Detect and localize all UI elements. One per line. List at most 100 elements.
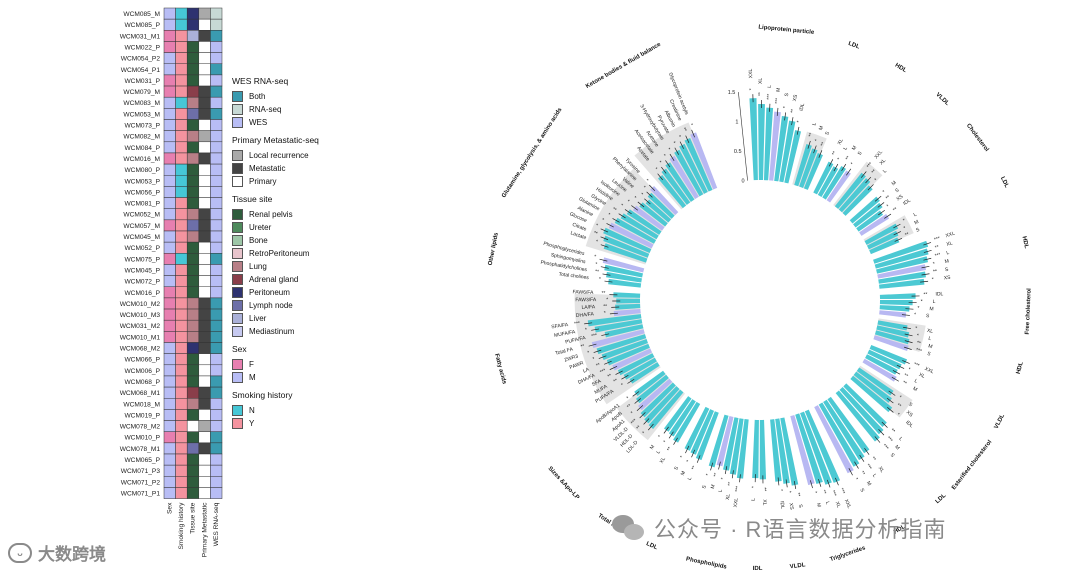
heatmap-cell — [186, 264, 200, 276]
heatmap-cell — [198, 7, 211, 20]
bar-label: M — [680, 470, 687, 476]
heatmap-cell — [163, 464, 176, 477]
sig-label: * — [592, 356, 596, 362]
bar-label: IDL — [799, 103, 807, 112]
error-bar — [600, 228, 609, 233]
row-label: WCM054_P1 — [121, 67, 161, 74]
sig-label: ** — [903, 372, 909, 379]
sig-label: * — [850, 162, 856, 167]
sig-label: * — [836, 157, 842, 162]
legend-label: F — [249, 360, 254, 369]
sig-label: ** — [713, 472, 720, 477]
bar-label: XL — [946, 240, 954, 248]
legend-swatch — [232, 300, 243, 311]
heatmap-cell — [163, 386, 176, 399]
sig-label: ** — [761, 487, 767, 491]
error-bar — [848, 468, 853, 476]
bar-label: XXL — [748, 68, 754, 78]
heatmap-cell — [210, 130, 223, 143]
error-bar — [921, 265, 930, 269]
sig-label: ** — [795, 492, 802, 497]
bar-label: XL — [918, 372, 926, 380]
bar — [838, 178, 871, 213]
heatmap-cell — [186, 297, 200, 310]
heatmap-cell — [175, 342, 188, 354]
row-label: WCM066_P — [124, 357, 160, 364]
legend-swatch — [232, 261, 243, 272]
bar-label: L — [687, 476, 694, 481]
sig-label: * — [749, 88, 755, 90]
heatmap-cell — [198, 264, 211, 276]
heatmap-cell — [186, 163, 200, 176]
bar — [635, 374, 669, 404]
bar — [867, 349, 902, 370]
bar — [591, 329, 645, 349]
bar — [794, 144, 812, 187]
legend-swatch — [232, 222, 243, 233]
legend-label: Adrenal gland — [249, 275, 299, 284]
heatmap-cell — [175, 52, 188, 64]
heatmap-cell — [175, 74, 188, 87]
legend-group: WES RNA-seq Both RNA-seq WES — [232, 76, 432, 129]
bar — [669, 155, 699, 199]
heatmap-cell — [175, 386, 188, 399]
error-bar — [893, 223, 901, 229]
sig-label: *** — [881, 443, 889, 451]
sig-label: ** — [613, 378, 619, 385]
group-label: HDL — [894, 63, 908, 75]
bar — [612, 348, 653, 371]
bar — [877, 264, 926, 279]
bar — [629, 362, 660, 384]
heatmap-cell — [163, 453, 176, 466]
heatmap-cell — [163, 353, 176, 366]
legend-item: Peritoneum — [232, 286, 432, 299]
heatmap-cell — [163, 175, 176, 187]
bar-label: XXL — [873, 149, 884, 160]
error-bar — [796, 126, 800, 135]
bar — [613, 292, 641, 298]
row-label: WCM085_P — [124, 22, 160, 29]
bar-label: XL — [834, 501, 842, 509]
error-bar — [886, 397, 894, 404]
bar-label: XS — [792, 94, 799, 102]
sig-label: * — [619, 203, 624, 209]
heatmap-cell — [163, 286, 176, 299]
heatmap-cell — [210, 286, 223, 299]
legend-item: N — [232, 404, 432, 417]
sig-label: *** — [591, 333, 598, 340]
heatmap-cell — [210, 96, 223, 109]
heatmap-cell — [186, 386, 200, 399]
heatmap-cell — [163, 476, 176, 488]
sig-label: * — [705, 473, 711, 477]
bar — [827, 396, 870, 454]
bar — [620, 213, 659, 240]
sig-label: * — [652, 167, 658, 172]
group-label: Fatty acids — [493, 353, 507, 385]
bar-label: L — [933, 299, 936, 305]
group-label: VLDL — [790, 562, 807, 570]
heatmap-cell — [198, 464, 211, 477]
legend-swatch — [232, 209, 243, 220]
heatmap-cell — [210, 431, 223, 444]
sig-label: ** — [611, 206, 617, 213]
bar-label: M — [929, 306, 934, 312]
sig-label: * — [593, 254, 596, 260]
heatmap-cell — [186, 319, 200, 332]
error-bar — [710, 462, 714, 471]
bar — [774, 115, 789, 182]
heatmap-cell — [163, 264, 176, 276]
sig-label: * — [751, 486, 757, 488]
heatmap-cell — [210, 264, 223, 276]
bar — [859, 214, 890, 236]
column-label: Sex — [167, 502, 174, 514]
legend-swatch — [232, 287, 243, 298]
heatmap-cell — [210, 108, 223, 120]
heatmap-cell — [163, 219, 176, 232]
sig-label: * — [679, 455, 685, 459]
bar — [879, 278, 925, 289]
heatmap-cell — [175, 7, 188, 20]
error-bar — [878, 209, 885, 216]
row-label: WCM057_M — [123, 223, 160, 230]
row-label: WCM053_P — [124, 178, 160, 185]
